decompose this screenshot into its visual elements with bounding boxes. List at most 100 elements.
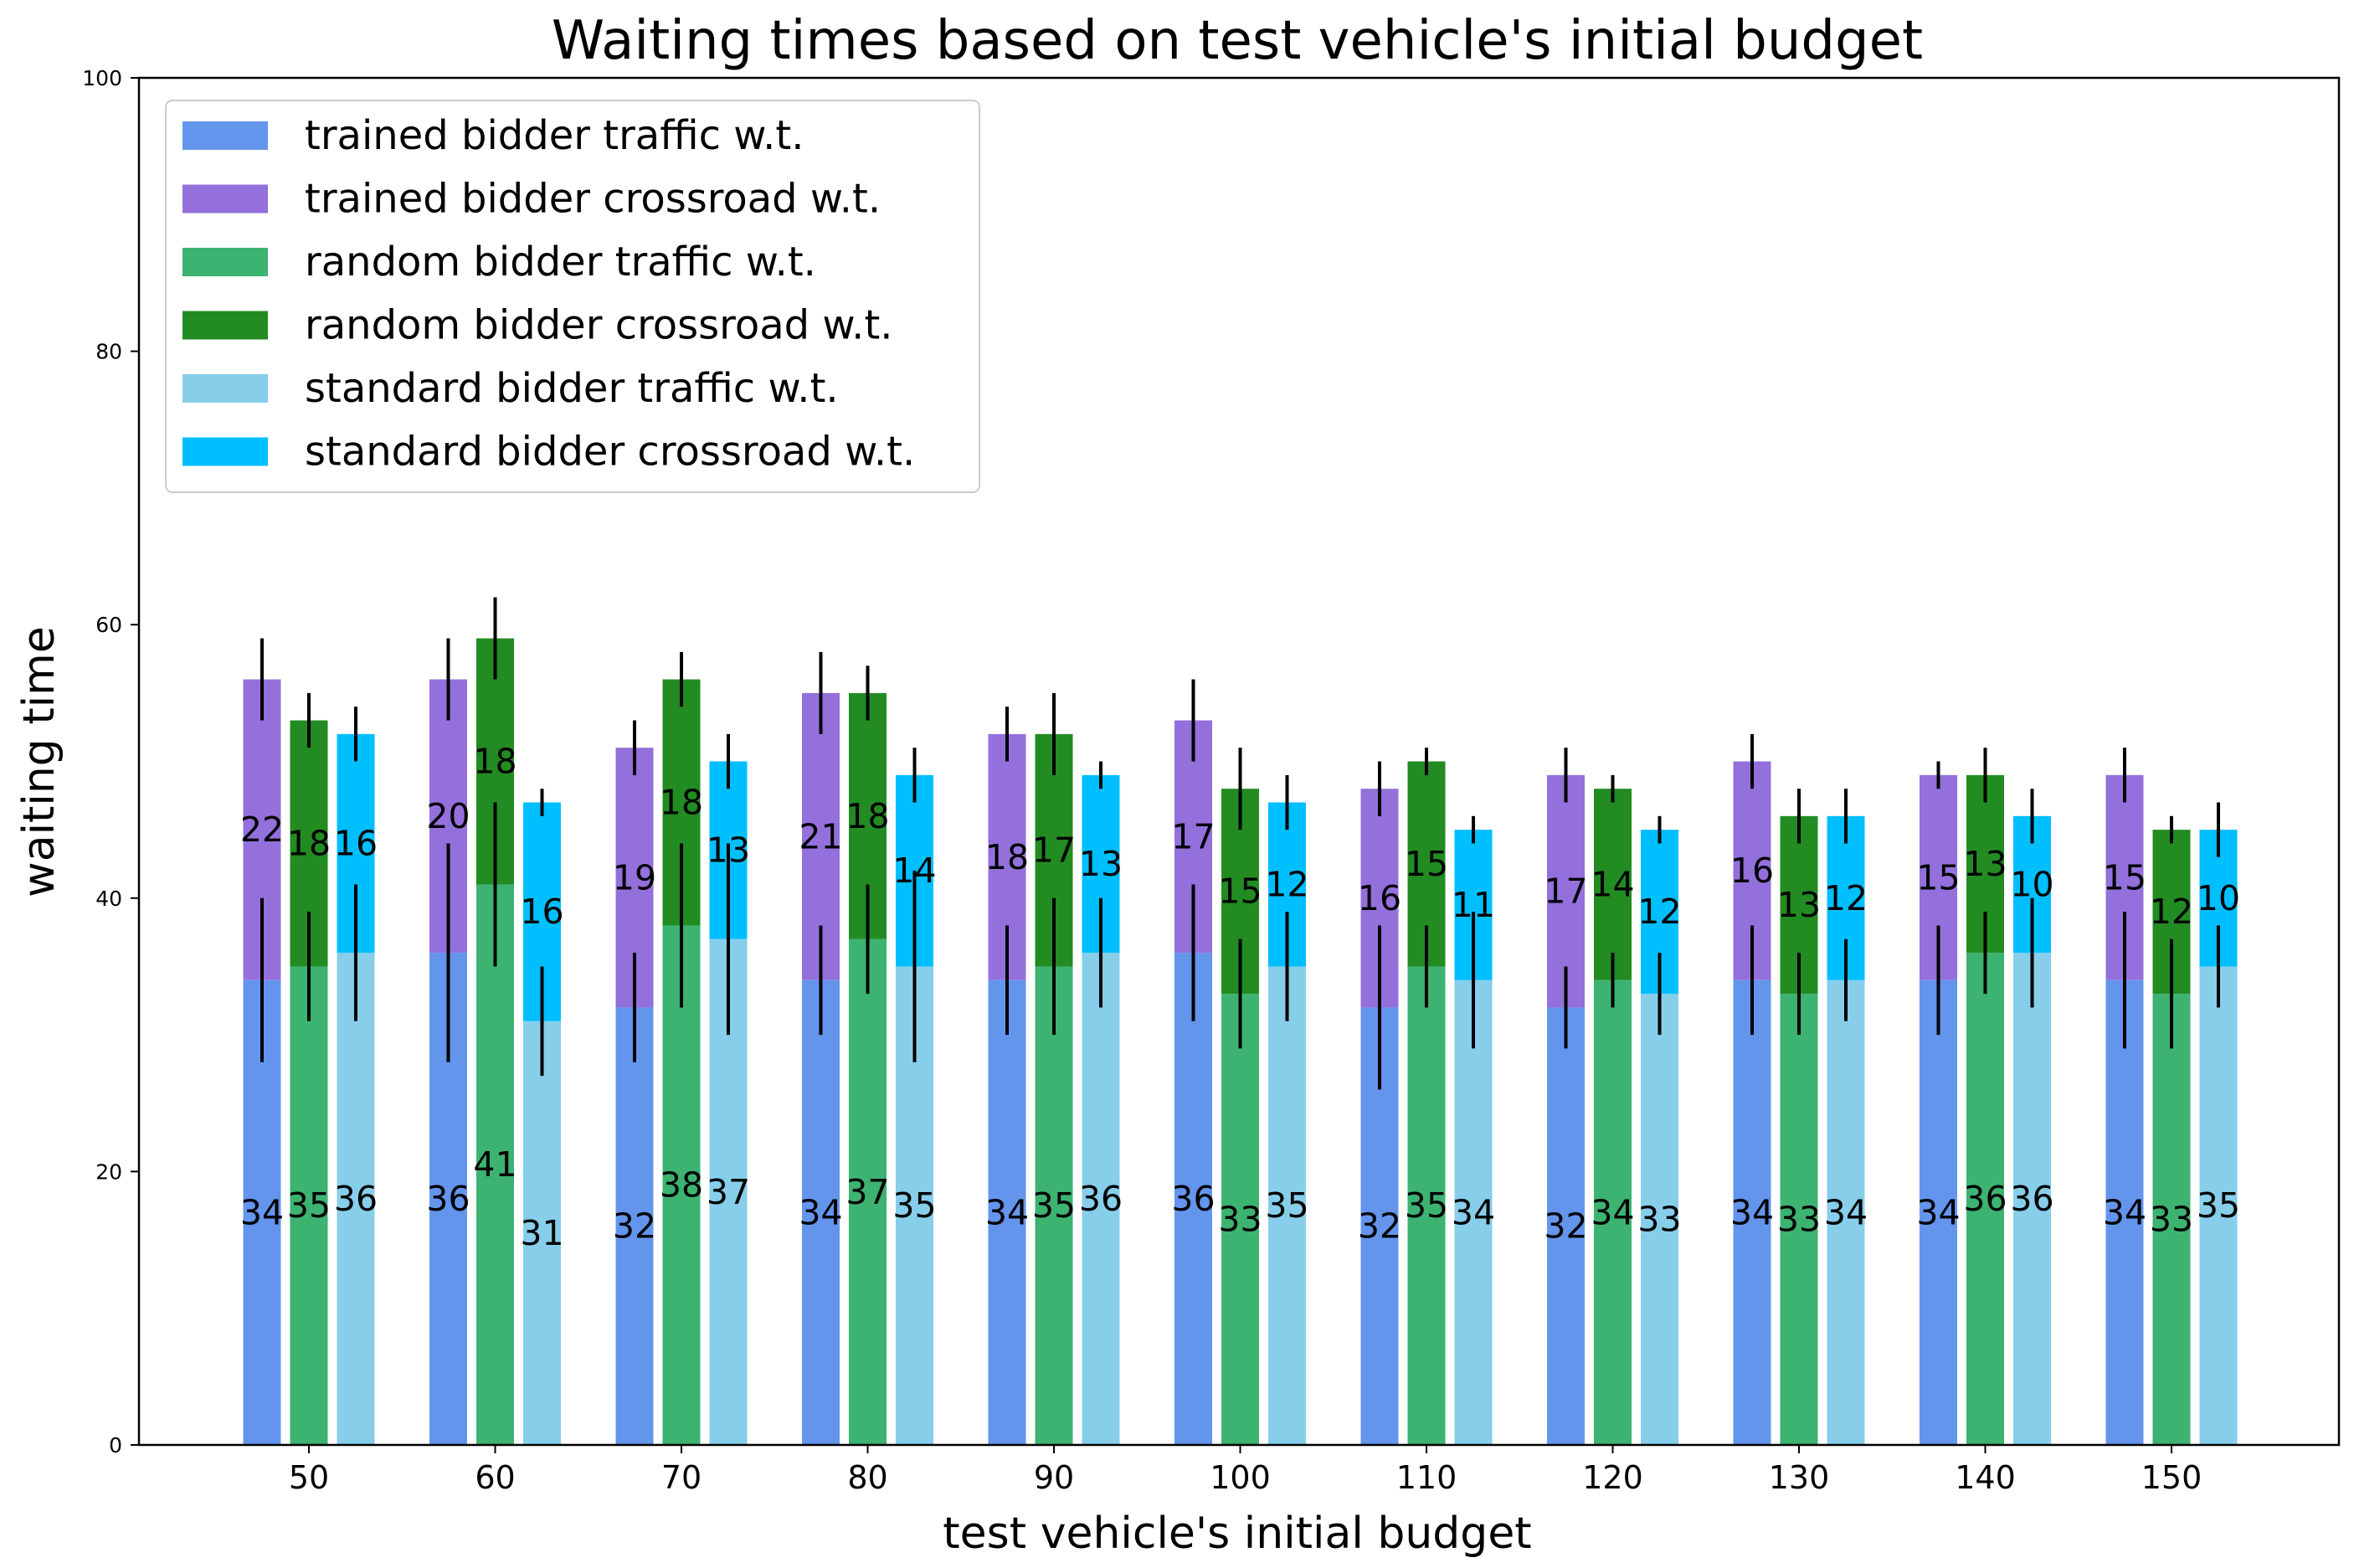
x-tick-label: 120: [1582, 1459, 1643, 1496]
bar-traffic: [1407, 966, 1446, 1445]
data-label-crossroad: 18: [985, 837, 1029, 877]
data-label-crossroad: 12: [1265, 864, 1308, 904]
data-label-crossroad: 10: [2010, 864, 2053, 904]
data-label-crossroad: 13: [1777, 885, 1821, 925]
bar-traffic: [523, 1020, 561, 1445]
data-label-crossroad: 11: [1452, 885, 1495, 925]
data-label-traffic: 35: [287, 1185, 331, 1226]
bar-traffic: [476, 884, 514, 1445]
data-label-crossroad: 21: [799, 816, 842, 856]
data-label-traffic: 35: [2197, 1185, 2240, 1226]
data-label-traffic: 41: [473, 1144, 517, 1185]
data-label-crossroad: 15: [1916, 857, 1960, 897]
data-label-traffic: 32: [1544, 1206, 1587, 1247]
legend-swatch: [182, 184, 268, 213]
y-tick-label: 80: [95, 340, 122, 364]
data-label-traffic: 36: [334, 1179, 378, 1219]
bar-traffic: [1594, 979, 1632, 1445]
data-label-traffic: 37: [707, 1172, 750, 1212]
bar-traffic: [1268, 966, 1306, 1445]
bar-traffic: [1547, 1007, 1585, 1445]
chart-title: Waiting times based on test vehicle's in…: [552, 10, 1923, 72]
bar-traffic: [2105, 979, 2144, 1445]
bar-traffic: [802, 979, 840, 1445]
bar-traffic: [1733, 979, 1771, 1445]
x-tick-label: 80: [847, 1459, 887, 1496]
bar-traffic: [1035, 966, 1073, 1445]
legend-swatch: [182, 437, 268, 466]
data-label-crossroad: 13: [707, 830, 750, 871]
legend-swatch: [182, 121, 268, 150]
legend-label: trained bidder crossroad w.t.: [305, 176, 881, 223]
data-label-traffic: 35: [892, 1185, 936, 1226]
legend-label: random bidder traffic w.t.: [305, 239, 816, 285]
legend-swatch: [182, 374, 268, 403]
data-label-crossroad: 13: [1963, 844, 2007, 884]
x-tick-label: 60: [475, 1459, 515, 1496]
data-label-crossroad: 16: [520, 892, 563, 932]
data-label-traffic: 37: [845, 1172, 889, 1212]
data-label-crossroad: 13: [1079, 844, 1123, 884]
data-label-crossroad: 14: [892, 851, 936, 891]
data-label-traffic: 36: [426, 1179, 470, 1219]
data-label-crossroad: 20: [426, 796, 470, 836]
data-label-traffic: 34: [1452, 1192, 1495, 1232]
y-tick-label: 60: [95, 613, 122, 637]
bar-crossroad: [1594, 789, 1632, 980]
data-label-traffic: 35: [1405, 1185, 1448, 1226]
x-tick-label: 100: [1210, 1459, 1271, 1496]
data-label-crossroad: 18: [660, 782, 703, 822]
data-label-traffic: 38: [660, 1165, 703, 1206]
y-tick-label: 40: [95, 887, 122, 911]
bar-traffic: [1827, 979, 1865, 1445]
bar-traffic: [988, 979, 1026, 1445]
x-tick-label: 130: [1769, 1459, 1830, 1496]
data-label-crossroad: 12: [2150, 892, 2193, 932]
legend-label: random bidder crossroad w.t.: [305, 302, 893, 349]
data-label-crossroad: 17: [1544, 871, 1587, 912]
legend-label: standard bidder traffic w.t.: [305, 365, 839, 412]
data-label-traffic: 34: [240, 1192, 284, 1232]
y-tick-label: 100: [82, 66, 122, 90]
data-label-crossroad: 17: [1032, 830, 1076, 871]
x-tick-label: 70: [661, 1459, 702, 1496]
data-label-traffic: 32: [1358, 1206, 1401, 1247]
data-label-crossroad: 14: [1591, 864, 1634, 904]
data-label-traffic: 33: [1777, 1200, 1821, 1240]
data-label-traffic: 36: [1171, 1179, 1215, 1219]
data-label-traffic: 35: [1032, 1185, 1076, 1226]
bar-traffic: [1454, 979, 1493, 1445]
bar-traffic: [2199, 966, 2238, 1445]
bar-traffic: [1174, 953, 1212, 1445]
legend-swatch: [182, 248, 268, 276]
data-label-crossroad: 15: [1405, 844, 1448, 884]
data-label-traffic: 36: [1079, 1179, 1123, 1219]
x-axis: 50 60 70 80 90 100 110 120 130 140 150: [289, 1445, 2202, 1496]
data-label-traffic: 34: [1730, 1192, 1774, 1232]
data-label-traffic: 34: [1824, 1192, 1868, 1232]
x-tick-label: 110: [1396, 1459, 1457, 1496]
axes-frame: [137, 76, 2341, 1447]
data-label-crossroad: 17: [1171, 816, 1215, 856]
data-label-traffic: 33: [1637, 1200, 1681, 1240]
plot-area: 34 22 35 18 36 16 36 20 41 18 31 16 32 19 38 18 37 13 34 21…: [240, 597, 2240, 1445]
data-label-traffic: 35: [1265, 1185, 1308, 1226]
y-tick-label: 0: [109, 1433, 122, 1457]
bar-traffic: [290, 966, 328, 1445]
bar-traffic: [2152, 994, 2191, 1445]
data-label-crossroad: 22: [240, 810, 284, 850]
x-tick-label: 150: [2141, 1459, 2202, 1496]
y-axis-label: waiting time: [14, 626, 64, 897]
data-label-crossroad: 16: [334, 823, 378, 863]
data-label-traffic: 36: [2010, 1179, 2053, 1219]
bar-traffic: [615, 1007, 654, 1445]
data-label-crossroad: 16: [1730, 851, 1774, 891]
data-label-crossroad: 16: [1358, 878, 1401, 918]
bar-traffic: [337, 953, 375, 1445]
y-axis: 0 20 40 60 80 100: [82, 66, 139, 1457]
data-label-traffic: 34: [799, 1192, 842, 1232]
bar-traffic: [849, 938, 887, 1445]
bar-traffic: [1780, 994, 1818, 1445]
data-label-crossroad: 15: [1218, 871, 1262, 912]
